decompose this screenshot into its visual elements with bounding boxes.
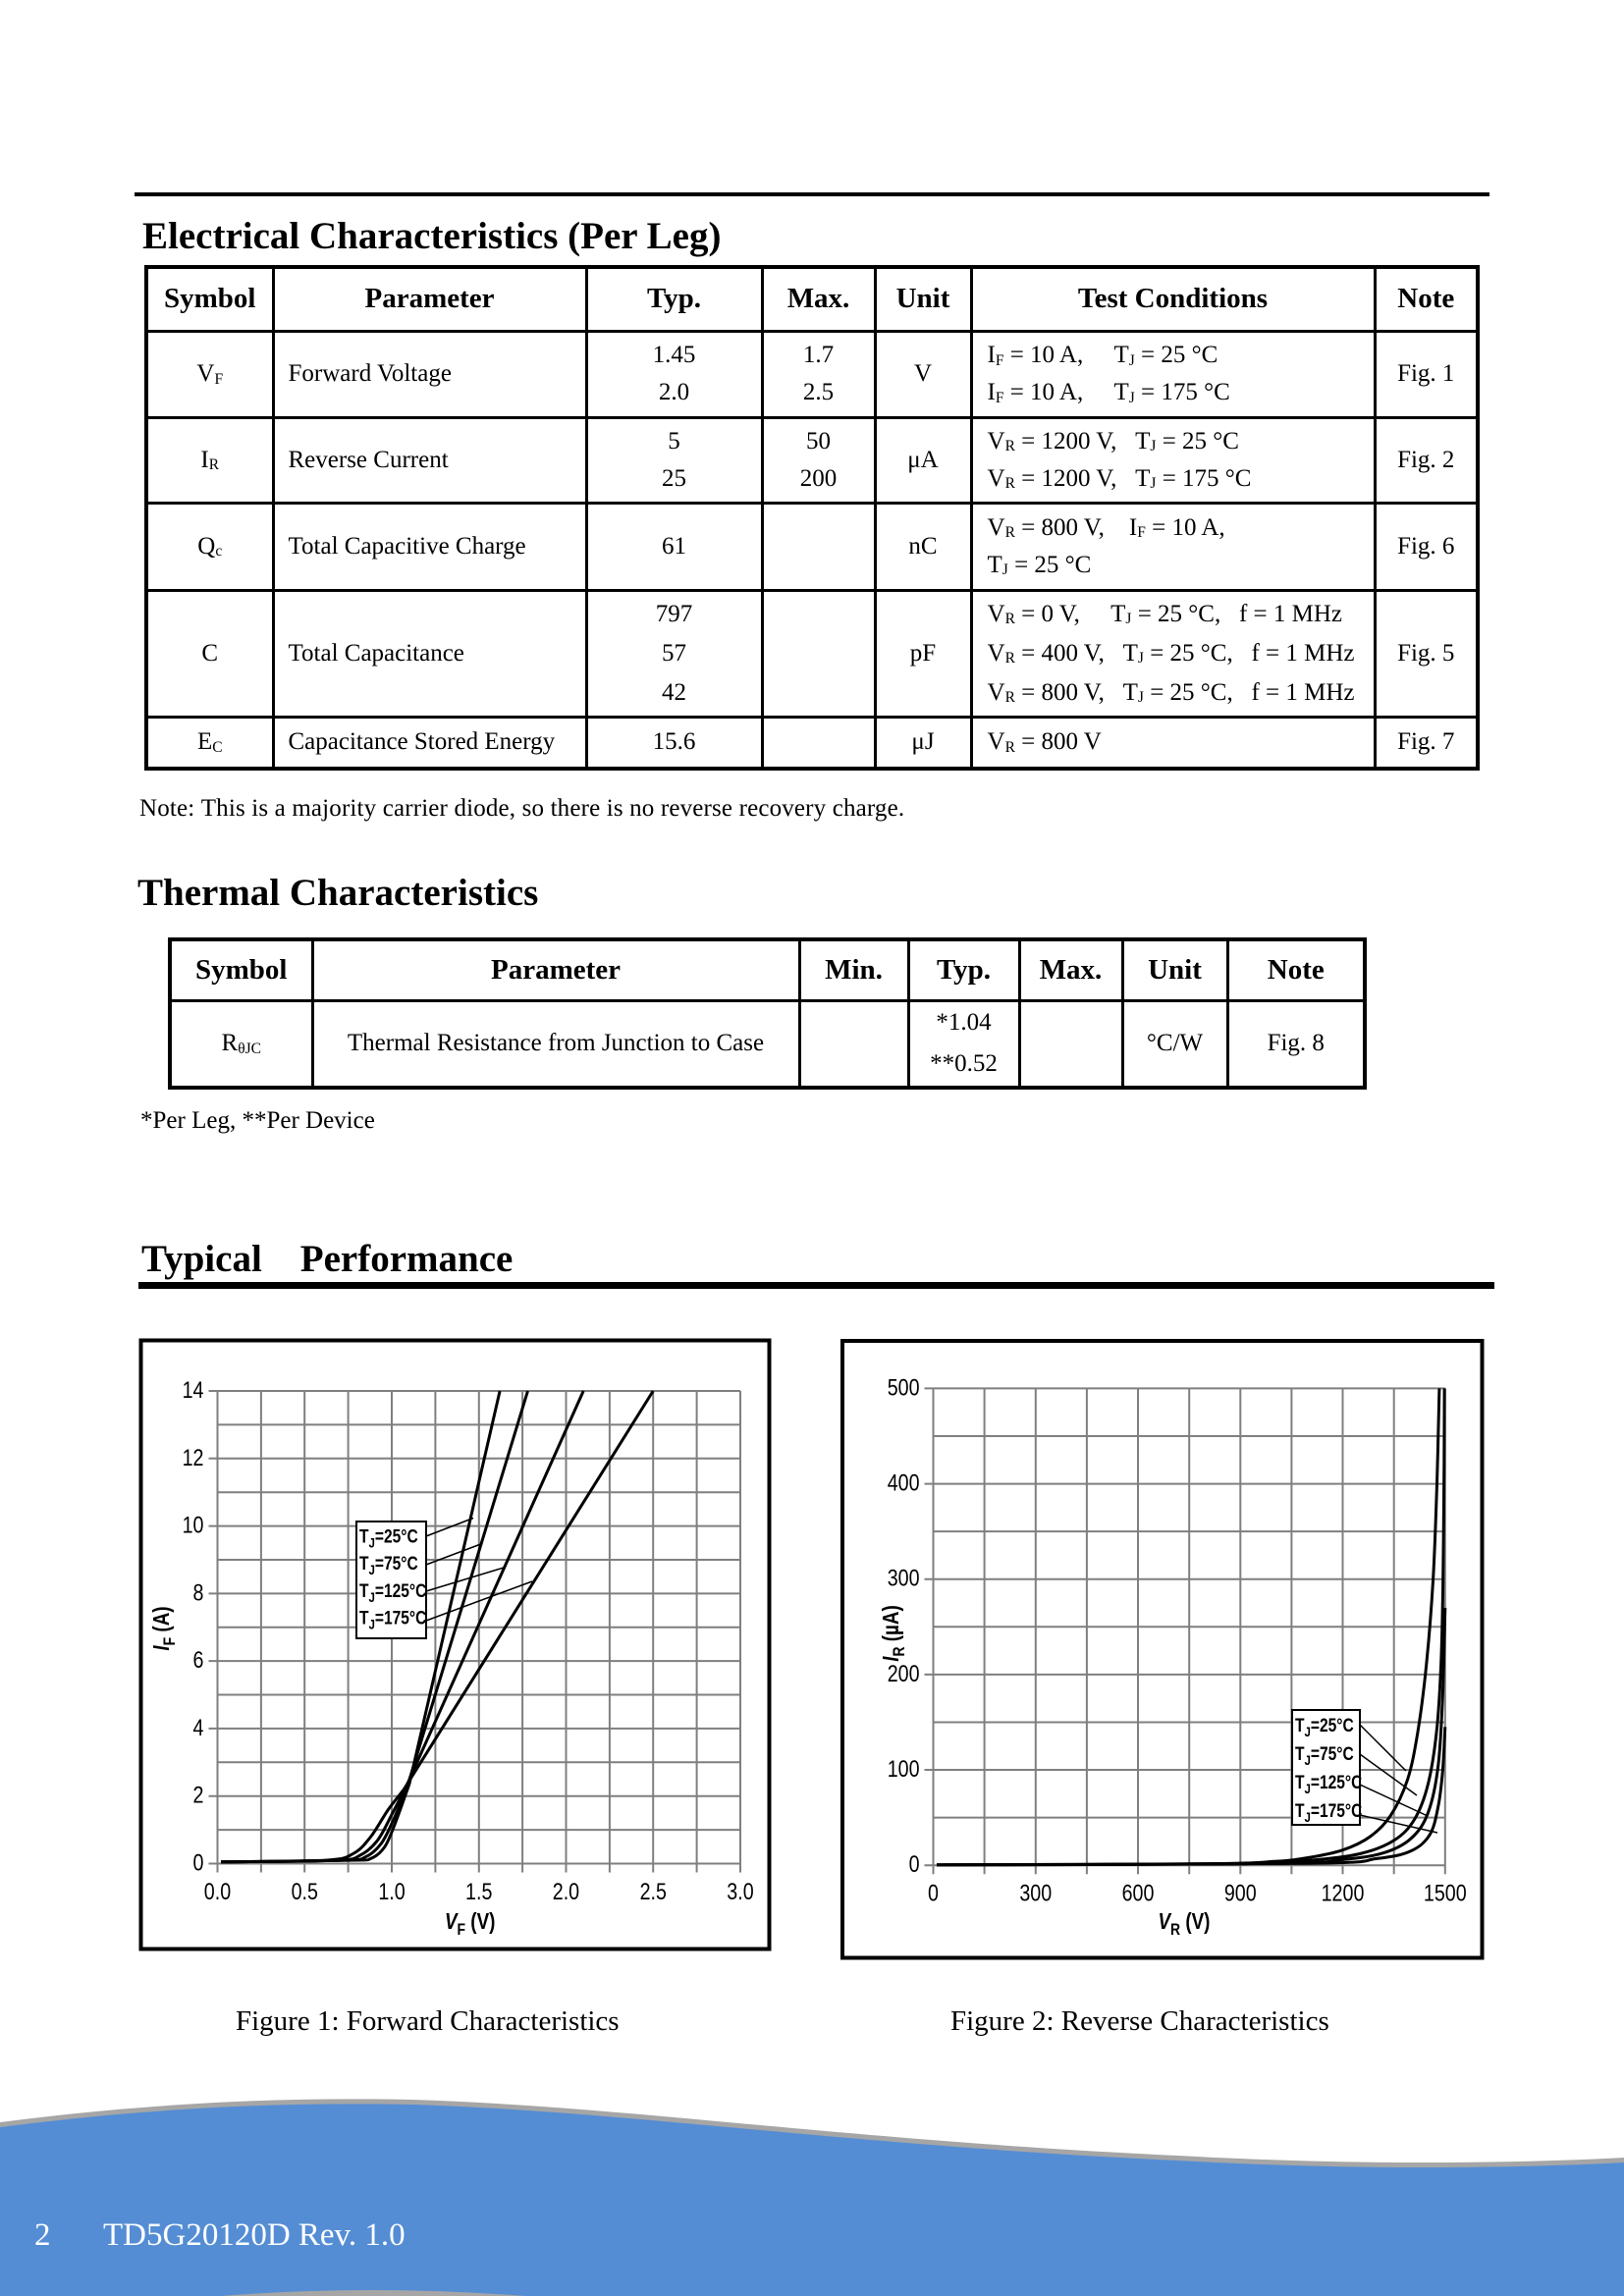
svg-text:8: 8 bbox=[193, 1579, 204, 1606]
svg-text:TJ=75°C: TJ=75°C bbox=[1295, 1743, 1354, 1769]
svg-text:10: 10 bbox=[183, 1512, 204, 1538]
svg-text:1.0: 1.0 bbox=[378, 1878, 405, 1904]
svg-text:1200: 1200 bbox=[1322, 1880, 1365, 1906]
svg-text:2.0: 2.0 bbox=[553, 1878, 579, 1904]
svg-text:2: 2 bbox=[193, 1782, 204, 1808]
svg-text:IR (µA): IR (µA) bbox=[879, 1605, 908, 1662]
svg-text:500: 500 bbox=[888, 1374, 920, 1401]
svg-text:1500: 1500 bbox=[1424, 1880, 1467, 1906]
svg-text:0: 0 bbox=[193, 1849, 204, 1876]
svg-text:IF (A): IF (A) bbox=[149, 1606, 179, 1650]
svg-text:4: 4 bbox=[193, 1714, 204, 1740]
svg-text:VR (V): VR (V) bbox=[1158, 1909, 1210, 1939]
svg-text:400: 400 bbox=[888, 1469, 920, 1496]
svg-text:14: 14 bbox=[183, 1376, 204, 1403]
svg-text:TD5G20120D Rev. 1.0: TD5G20120D Rev. 1.0 bbox=[103, 2217, 406, 2253]
svg-text:1.5: 1.5 bbox=[465, 1878, 492, 1904]
svg-text:0.5: 0.5 bbox=[292, 1878, 318, 1904]
svg-text:6: 6 bbox=[193, 1646, 204, 1673]
svg-text:2: 2 bbox=[34, 2217, 51, 2253]
svg-text:200: 200 bbox=[888, 1660, 920, 1686]
svg-text:VF (V): VF (V) bbox=[445, 1909, 495, 1939]
svg-text:2.5: 2.5 bbox=[640, 1878, 667, 1904]
svg-text:600: 600 bbox=[1122, 1880, 1155, 1906]
svg-text:TJ=125°C: TJ=125°C bbox=[359, 1580, 427, 1606]
svg-text:0: 0 bbox=[928, 1880, 939, 1906]
svg-text:0: 0 bbox=[909, 1850, 920, 1877]
svg-text:300: 300 bbox=[888, 1565, 920, 1591]
svg-text:0.0: 0.0 bbox=[204, 1878, 231, 1904]
svg-text:12: 12 bbox=[183, 1444, 204, 1470]
svg-text:900: 900 bbox=[1224, 1880, 1257, 1906]
svg-text:3.0: 3.0 bbox=[727, 1878, 753, 1904]
svg-text:300: 300 bbox=[1019, 1880, 1052, 1906]
svg-text:100: 100 bbox=[888, 1755, 920, 1782]
